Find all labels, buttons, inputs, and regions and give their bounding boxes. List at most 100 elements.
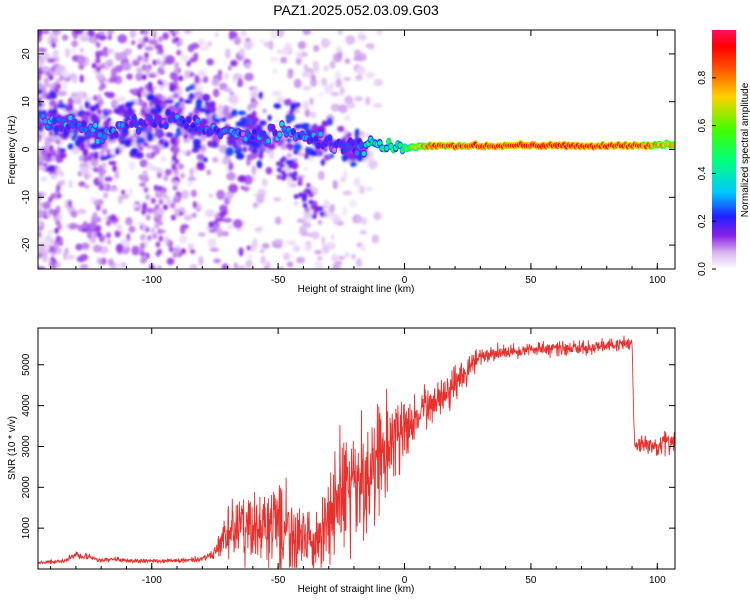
ridge-cell xyxy=(354,150,360,156)
spectrogram-cell xyxy=(192,201,197,209)
y-tick-label: -10 xyxy=(21,190,32,205)
spectrogram-cell xyxy=(157,185,163,192)
ridge-cell xyxy=(671,142,675,148)
spectrogram-cell xyxy=(267,143,276,151)
spectrogram-cell xyxy=(293,78,302,89)
spectrogram-cell xyxy=(208,193,214,198)
spectrogram-cell xyxy=(276,174,282,180)
spectrogram-cell xyxy=(95,41,101,48)
spectrogram-cell xyxy=(92,244,103,253)
spectrogram-cell xyxy=(353,56,363,62)
spectrogram-cell xyxy=(207,238,217,248)
spectrogram-cell xyxy=(310,124,318,134)
spectrogram-cell xyxy=(208,100,216,108)
spectrogram-cell xyxy=(48,74,54,81)
spectrogram-cell xyxy=(150,227,156,234)
spectrogram-cell xyxy=(119,135,125,141)
ridge-cell xyxy=(131,115,137,121)
spectrogram-cell xyxy=(261,242,270,249)
spectrogram-cell xyxy=(102,208,108,215)
spectrogram-cell xyxy=(313,45,320,52)
spectrogram-cell xyxy=(168,30,174,34)
spectrogram-cell xyxy=(140,233,146,240)
spectrogram-cell xyxy=(192,144,202,150)
spectrogram-cell xyxy=(346,102,356,109)
spectrogram-cell xyxy=(165,195,171,205)
spectrogram-cell xyxy=(254,227,263,233)
spectrogram-cell xyxy=(157,79,163,86)
spectrogram-cell xyxy=(310,231,320,240)
spectrogram-cell xyxy=(171,155,177,162)
ridge-cell xyxy=(338,141,344,147)
y-tick-label: 5000 xyxy=(21,353,32,376)
spectrogram-cell xyxy=(293,124,302,130)
spectrogram-cell xyxy=(213,258,221,264)
ridge-cell xyxy=(79,126,84,132)
spectrogram-cell xyxy=(323,40,331,46)
spectrogram-cell xyxy=(169,84,177,92)
ridge-cell xyxy=(186,117,191,123)
spectrogram-x-label: Height of straight line (km) xyxy=(298,284,415,295)
spectrogram-cell xyxy=(98,50,104,57)
spectrogram-cell xyxy=(217,104,224,113)
spectrogram-cell xyxy=(84,173,89,180)
ridge-cell xyxy=(377,140,382,146)
spectrogram-cell xyxy=(131,245,140,256)
spectrogram-cell xyxy=(82,148,89,157)
spectrogram-cell xyxy=(47,196,53,203)
spectrogram-cell xyxy=(332,264,342,269)
spectrogram-cell xyxy=(354,96,364,102)
spectrogram-cell xyxy=(322,199,330,209)
spectrogram-cell xyxy=(272,90,282,97)
x-tick-label: 50 xyxy=(525,575,537,586)
spectrogram-cell xyxy=(46,228,54,236)
spectrogram-cell xyxy=(114,230,121,238)
spectrogram-cell xyxy=(373,211,382,221)
spectrogram-cell xyxy=(55,261,61,268)
spectrogram-cell xyxy=(72,92,81,100)
spectrogram-cell xyxy=(317,92,325,97)
spectrogram-cell xyxy=(132,88,138,94)
spectrogram-cell xyxy=(165,168,172,176)
spectrogram-cell xyxy=(244,72,254,82)
spectrogram-cell xyxy=(184,69,191,78)
spectrogram-cell xyxy=(152,233,158,240)
spectrogram-cell xyxy=(67,143,74,150)
spectrogram-cell xyxy=(187,243,194,252)
spectrogram-cell xyxy=(125,217,133,226)
spectrogram-cell xyxy=(110,148,115,154)
snr-y-ticks: 1000 2000 3000 4000 5000 xyxy=(21,353,675,539)
spectrogram-cell xyxy=(321,235,326,246)
spectrogram-cell xyxy=(139,30,145,35)
spectrogram-cell xyxy=(38,155,43,163)
spectrogram-cell xyxy=(157,248,163,255)
chart-title: PAZ1.2025.052.03.09.G03 xyxy=(273,2,439,18)
spectrogram-cell xyxy=(221,157,230,165)
spectrogram-cell xyxy=(107,258,114,266)
snr-x-ticks: -100 -50 0 50 100 xyxy=(50,328,666,586)
spectrogram-cell xyxy=(102,46,108,53)
spectrogram-cell xyxy=(187,44,195,53)
x-tick-label: 0 xyxy=(402,275,408,286)
spectrogram-cell xyxy=(288,114,293,121)
spectrogram-cell xyxy=(295,57,302,66)
spectrogram-cell xyxy=(273,102,282,109)
spectrogram-cell xyxy=(199,134,207,142)
spectrogram-cell xyxy=(95,73,105,81)
spectrogram-cell xyxy=(290,102,297,112)
spectrogram-cell xyxy=(308,192,314,198)
spectrogram-cell xyxy=(79,47,84,53)
spectrogram-cell xyxy=(40,65,51,72)
spectrogram-cell xyxy=(43,83,53,88)
spectrogram-cell xyxy=(168,246,175,253)
spectrogram-cell xyxy=(53,37,59,44)
spectrogram-cell xyxy=(295,256,306,264)
spectrogram-cell xyxy=(273,197,282,202)
spectrogram-cell xyxy=(38,266,46,269)
spectrogram-cell xyxy=(351,253,356,260)
spectrogram-cell xyxy=(308,199,314,205)
spectrogram-cell xyxy=(226,171,236,181)
spectrogram-cell xyxy=(272,68,278,74)
spectrogram-cell xyxy=(116,223,123,232)
ridge-cell xyxy=(291,129,296,135)
